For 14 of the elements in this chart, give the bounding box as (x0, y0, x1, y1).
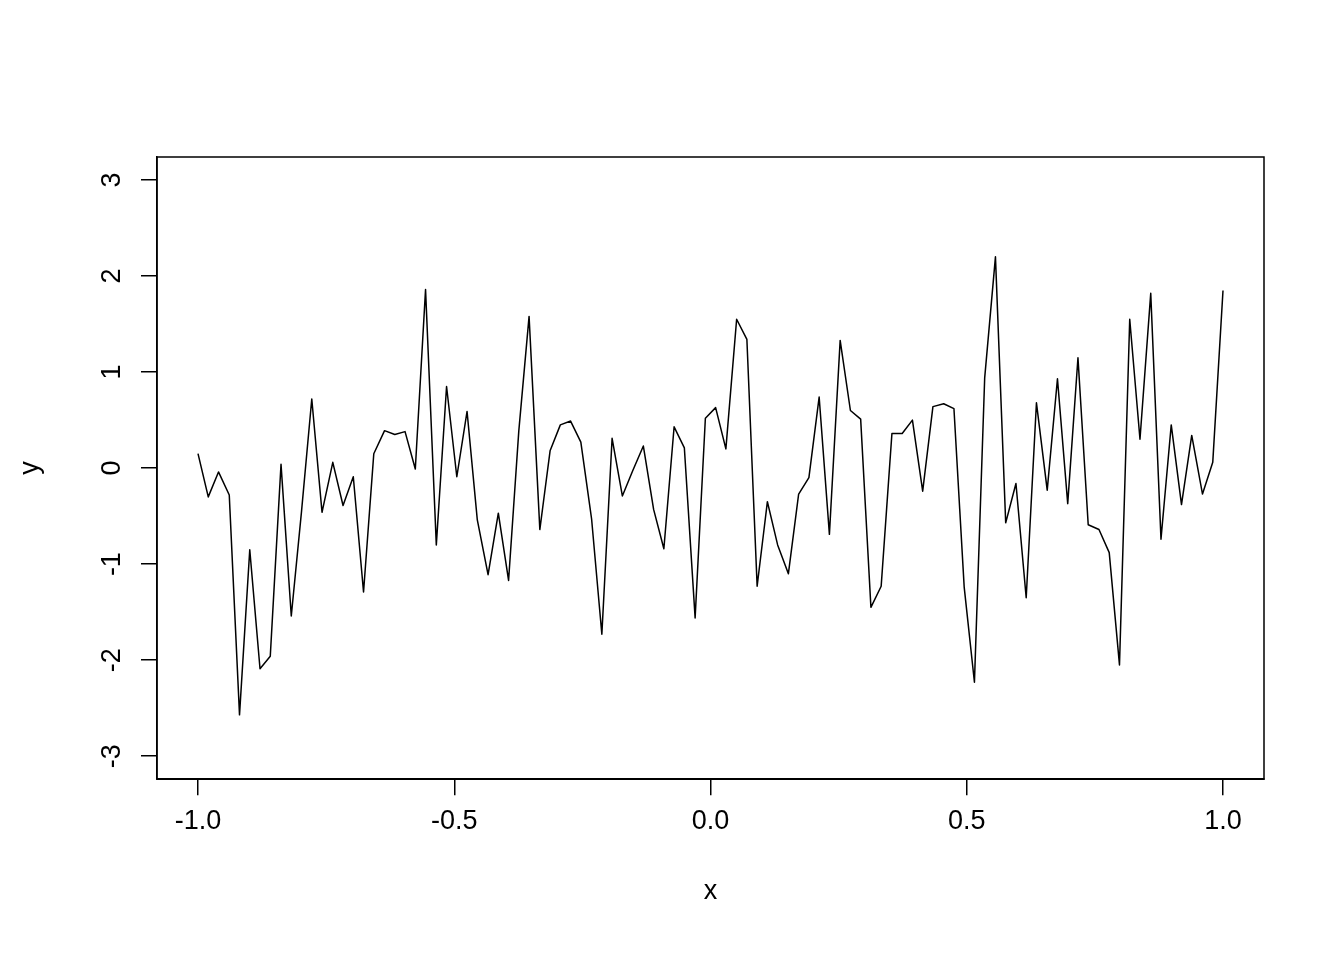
y-tick-label: 1 (96, 364, 127, 380)
y-axis-title: y (13, 460, 44, 475)
x-tick-label: 0.0 (691, 804, 730, 835)
x-tick-label: -1.0 (174, 804, 222, 835)
y-tick-label: 0 (96, 460, 127, 476)
x-tick-label: 0.5 (947, 804, 986, 835)
y-tick-label: 3 (96, 172, 127, 188)
x-axis-title: x (703, 875, 718, 906)
y-tick-label: -2 (96, 648, 127, 673)
x-tick-label: 1.0 (1204, 804, 1242, 835)
y-tick-label: -1 (96, 552, 127, 577)
y-tick-label: -3 (96, 744, 127, 769)
x-tick-label: -0.5 (430, 804, 478, 835)
y-tick-label: 2 (96, 268, 127, 284)
